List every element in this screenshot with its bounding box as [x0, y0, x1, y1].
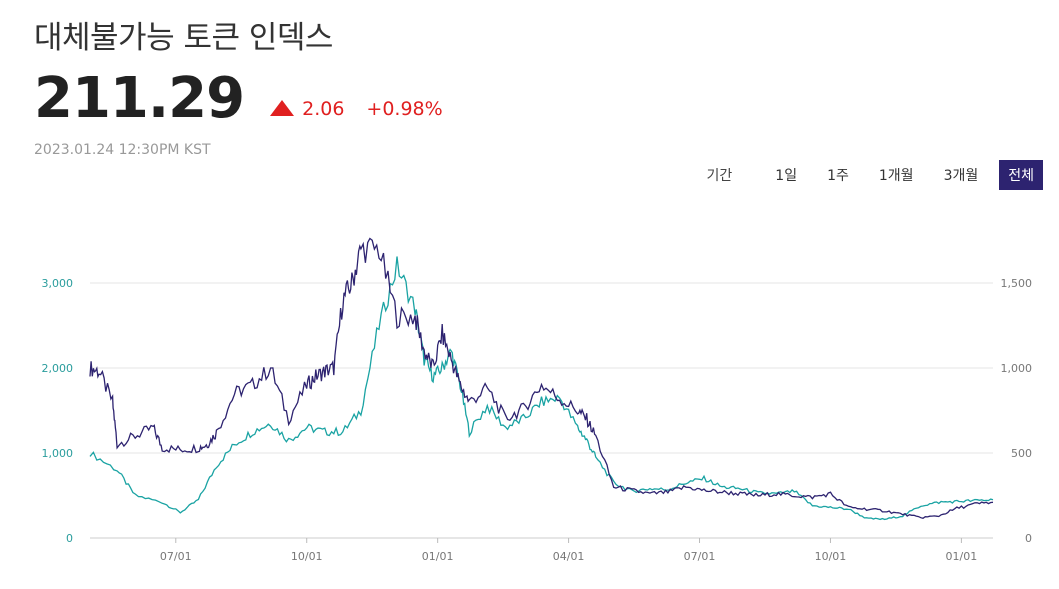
- x-tick-label: 01/01: [422, 550, 454, 563]
- y-left-tick-label: 3,000: [42, 277, 74, 290]
- y-right-tick-label: 1,500: [1001, 277, 1033, 290]
- period-selector: 기간 1일 1주 1개월 3개월 전체: [707, 160, 1043, 190]
- period-1m-button[interactable]: 1개월: [878, 168, 914, 184]
- x-tick-label: 04/01: [553, 550, 585, 563]
- price-chart: 0 1,000 2,000 3,000 0 500 1,000 1,500 07/01 10/01…: [42, 237, 1033, 563]
- period-label: 기간: [706, 168, 733, 184]
- x-tick-label: 07/01: [684, 550, 716, 563]
- change-percent: +0.98%: [366, 98, 443, 120]
- y-right-tick-label: 0: [1025, 532, 1032, 545]
- triangle-up-icon: [270, 100, 295, 116]
- price-row: 211.29 2.06 +0.98%: [34, 66, 443, 131]
- y-left-tick-label: 0: [66, 532, 73, 545]
- y-right-tick-label: 500: [1011, 447, 1032, 460]
- y-left-tick-label: 1,000: [42, 447, 74, 460]
- x-tick-label: 07/01: [160, 550, 192, 563]
- timestamp: 2023.01.24 12:30PM KST: [34, 142, 211, 158]
- series-line-right-axis: [89, 237, 994, 520]
- period-1w-button[interactable]: 1주: [827, 168, 849, 184]
- index-title: 대체불가능 토큰 인덱스: [34, 20, 333, 56]
- current-price: 211.29: [34, 66, 245, 131]
- period-1d-button[interactable]: 1일: [775, 168, 798, 184]
- period-3m-button[interactable]: 3개월: [943, 168, 979, 184]
- price-change: 2.06 +0.98%: [270, 98, 443, 120]
- x-tick-label: 10/01: [815, 550, 847, 563]
- period-all-button[interactable]: 전체: [999, 160, 1043, 190]
- y-right-tick-label: 1,000: [1001, 362, 1033, 375]
- change-absolute: 2.06: [302, 98, 345, 120]
- x-tick-label: 10/01: [291, 550, 323, 563]
- y-left-tick-label: 2,000: [42, 362, 74, 375]
- series-line-left-axis: [89, 256, 994, 521]
- x-tick-label: 01/01: [946, 550, 978, 563]
